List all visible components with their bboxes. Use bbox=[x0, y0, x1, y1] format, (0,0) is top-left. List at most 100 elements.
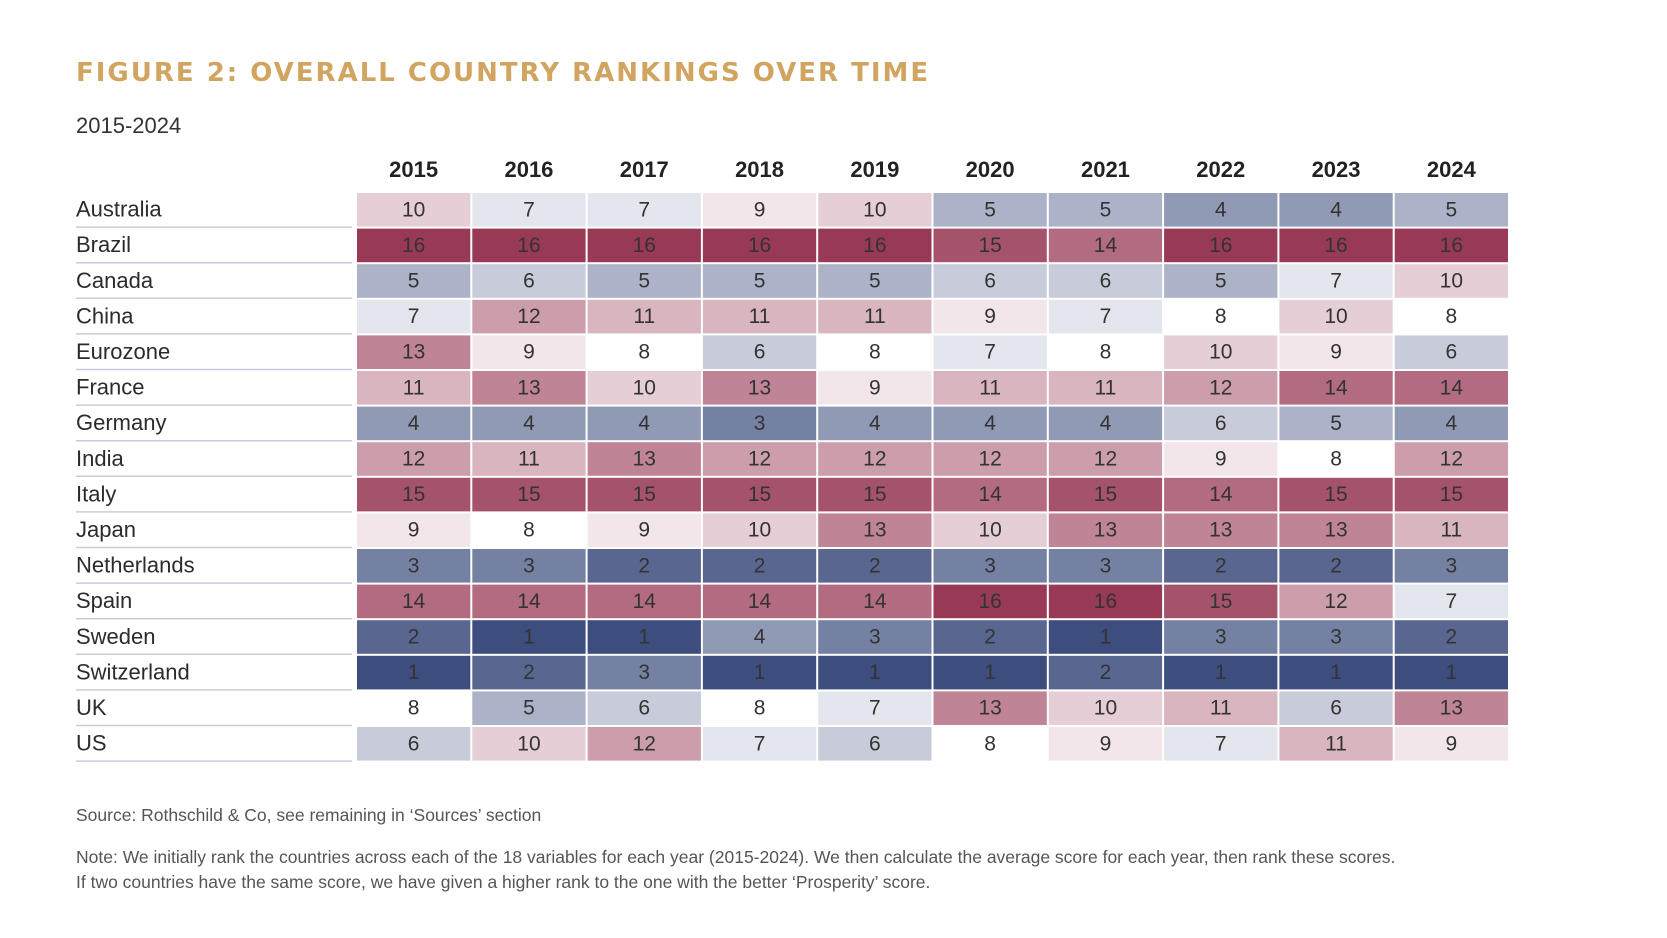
cell-value: 4 bbox=[638, 412, 650, 435]
heatmap-cell bbox=[357, 691, 471, 725]
country-label-brazil: Brazil bbox=[76, 232, 131, 257]
heatmap-cell bbox=[1394, 335, 1508, 369]
country-label-eurozone: Eurozone bbox=[76, 339, 170, 364]
cell-value: 15 bbox=[978, 234, 1001, 257]
country-label-spain: Spain bbox=[76, 588, 132, 613]
heatmap-cell bbox=[702, 584, 817, 619]
cell-value: 2 bbox=[523, 661, 535, 684]
heatmap-cell bbox=[702, 549, 817, 583]
heatmap-cell bbox=[1164, 477, 1278, 512]
country-label-us: US bbox=[76, 731, 107, 756]
cell-value: 4 bbox=[1330, 198, 1342, 221]
heatmap-cell bbox=[1394, 584, 1508, 619]
methodology-note-line-2: If two countries have the same score, we… bbox=[76, 872, 931, 892]
cell-value: 6 bbox=[1330, 697, 1342, 720]
cell-value: 5 bbox=[638, 270, 650, 293]
cell-value: 4 bbox=[1446, 412, 1458, 435]
cell-value: 8 bbox=[869, 341, 881, 364]
heatmap-cell bbox=[1164, 691, 1278, 725]
heatmap-cell bbox=[357, 442, 471, 476]
heatmap-cell bbox=[587, 442, 701, 476]
cell-value: 10 bbox=[517, 732, 540, 755]
heatmap-cell bbox=[1279, 549, 1393, 583]
country-label-india: India bbox=[76, 446, 124, 471]
cell-value: 6 bbox=[754, 341, 766, 364]
heatmap-cell bbox=[357, 371, 471, 405]
heatmap-cell bbox=[472, 371, 586, 405]
year-header-2023: 2023 bbox=[1312, 157, 1361, 182]
cell-value: 4 bbox=[408, 412, 420, 435]
cell-value: 2 bbox=[1215, 554, 1227, 577]
heatmap-cell bbox=[357, 584, 471, 619]
cell-value: 7 bbox=[638, 198, 650, 221]
heatmap-cell bbox=[933, 477, 1047, 512]
heatmap-cell bbox=[1279, 371, 1393, 405]
heatmap-cell bbox=[818, 655, 932, 690]
heatmap-cell bbox=[933, 655, 1047, 690]
heatmap-cell bbox=[818, 406, 932, 441]
cell-value: 1 bbox=[1446, 661, 1458, 684]
cell-value: 16 bbox=[402, 234, 425, 257]
cell-value: 2 bbox=[1330, 554, 1342, 577]
cell-value: 3 bbox=[984, 554, 996, 577]
cell-value: 3 bbox=[638, 661, 650, 684]
heatmap-cell bbox=[1048, 549, 1163, 583]
heatmap-cell bbox=[1279, 264, 1393, 298]
chart-subtitle: 2015-2024 bbox=[76, 113, 182, 138]
cell-value: 6 bbox=[638, 697, 650, 720]
heatmap-cell bbox=[1164, 193, 1278, 227]
cell-value: 4 bbox=[1100, 412, 1112, 435]
heatmap-cell bbox=[702, 299, 817, 334]
heatmap-cell bbox=[357, 727, 471, 761]
country-label-china: China bbox=[76, 303, 134, 328]
cell-value: 8 bbox=[754, 697, 766, 720]
heatmap-cell bbox=[1394, 691, 1508, 725]
heatmap-cell bbox=[1048, 193, 1163, 227]
heatmap-cell bbox=[1394, 477, 1508, 512]
heatmap-cell bbox=[587, 193, 701, 227]
cell-value: 1 bbox=[408, 661, 420, 684]
heatmap-cell bbox=[933, 727, 1047, 761]
cell-value: 13 bbox=[1324, 519, 1347, 542]
year-header-2016: 2016 bbox=[504, 157, 553, 182]
heatmap-cell bbox=[1394, 228, 1508, 263]
cell-value: 13 bbox=[748, 376, 771, 399]
cell-value: 11 bbox=[1325, 732, 1347, 755]
cell-value: 7 bbox=[869, 697, 881, 720]
heatmap-cell bbox=[1394, 620, 1508, 654]
heatmap-cell bbox=[357, 655, 471, 690]
heatmap-cell bbox=[1164, 335, 1278, 369]
cell-value: 8 bbox=[1215, 305, 1227, 328]
cell-value: 5 bbox=[869, 270, 881, 293]
cell-value: 12 bbox=[748, 448, 771, 471]
heatmap-cell bbox=[818, 727, 932, 761]
cell-value: 11 bbox=[864, 305, 886, 328]
heatmap-cell bbox=[702, 727, 817, 761]
cell-value: 15 bbox=[1094, 483, 1117, 506]
heatmap-cell bbox=[1164, 584, 1278, 619]
cell-value: 5 bbox=[1215, 270, 1227, 293]
year-header-2017: 2017 bbox=[620, 157, 669, 182]
heatmap-cell bbox=[702, 620, 817, 654]
country-label-germany: Germany bbox=[76, 410, 166, 435]
cell-value: 4 bbox=[1215, 198, 1227, 221]
heatmap-cell bbox=[818, 193, 932, 227]
heatmap-cell bbox=[472, 655, 586, 690]
heatmap-cell bbox=[472, 442, 586, 476]
heatmap-cell bbox=[1048, 513, 1163, 547]
cell-value: 2 bbox=[638, 554, 650, 577]
heatmap-cell bbox=[1279, 406, 1393, 441]
heatmap-cell bbox=[1164, 228, 1278, 263]
heatmap-cell bbox=[818, 691, 932, 725]
heatmap-cell bbox=[1279, 193, 1393, 227]
cell-value: 12 bbox=[517, 305, 540, 328]
heatmap-cell bbox=[1164, 299, 1278, 334]
heatmap-cell bbox=[1164, 442, 1278, 476]
cell-value: 15 bbox=[517, 483, 540, 506]
heatmap-cell bbox=[1164, 264, 1278, 298]
cell-value: 7 bbox=[1100, 305, 1112, 328]
cell-value: 13 bbox=[863, 519, 886, 542]
cell-value: 10 bbox=[402, 198, 425, 221]
cell-value: 12 bbox=[1094, 448, 1117, 471]
heatmap-cell bbox=[1048, 584, 1163, 619]
